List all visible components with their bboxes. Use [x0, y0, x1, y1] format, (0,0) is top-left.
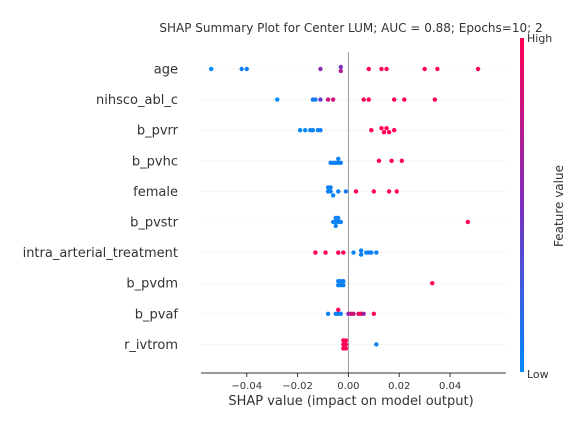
- shap-point: [244, 66, 249, 72]
- shap-point: [361, 311, 366, 316]
- shap-point: [391, 97, 397, 102]
- shap-point: [366, 66, 371, 72]
- shap-point: [318, 128, 323, 133]
- shap-point: [328, 189, 333, 194]
- shap-point: [338, 311, 343, 316]
- shap-point: [379, 126, 384, 131]
- shap-point: [338, 64, 343, 70]
- shap-point: [323, 250, 328, 255]
- shap-point: [351, 250, 356, 255]
- shap-point: [341, 279, 346, 284]
- x-tick-label: −0.04: [231, 381, 262, 392]
- shap-point: [330, 97, 336, 102]
- shap-point: [361, 97, 366, 102]
- shap-point: [353, 189, 359, 194]
- shap-point: [381, 130, 387, 135]
- feature-label: b_pvrr: [137, 124, 179, 139]
- shap-point: [338, 219, 343, 225]
- feature-label: b_pvstr: [130, 216, 179, 231]
- shap-point: [336, 156, 341, 161]
- shap-point: [379, 66, 384, 72]
- shap-point: [318, 97, 323, 102]
- shap-point: [374, 250, 379, 255]
- shap-point: [239, 66, 244, 72]
- x-tick-label: −0.02: [282, 381, 313, 392]
- shap-point: [310, 128, 316, 133]
- shap-point: [384, 66, 389, 72]
- colorbar-low-label: Low: [527, 368, 549, 381]
- shap-point: [208, 66, 214, 72]
- feature-label: age: [154, 63, 178, 78]
- shap-point: [325, 311, 331, 316]
- shap-point: [399, 158, 404, 163]
- shap-point: [336, 307, 341, 312]
- shap-point: [338, 68, 343, 74]
- shap-point: [318, 66, 323, 72]
- x-tick-label: 0.02: [388, 381, 410, 392]
- x-tick-label: 0.00: [337, 381, 359, 392]
- shap-point: [341, 283, 346, 288]
- feature-label: intra_arterial_treatment: [23, 246, 178, 261]
- shap-point: [384, 126, 389, 131]
- feature-label: nihsco_abl_c: [96, 93, 178, 108]
- colorbar-high-label: High: [527, 32, 552, 45]
- shap-point: [376, 158, 382, 163]
- shap-point: [358, 248, 364, 253]
- shap-point: [475, 66, 481, 72]
- shap-point: [369, 250, 374, 255]
- shap-point: [358, 252, 364, 257]
- shap-point: [330, 193, 336, 198]
- chart-title: SHAP Summary Plot for Center LUM; AUC = …: [159, 21, 542, 35]
- x-tick-label: 0.04: [439, 381, 461, 392]
- shap-point: [343, 338, 349, 343]
- shap-point: [432, 97, 438, 102]
- feature-label: b_pvaf: [135, 307, 179, 322]
- feature-label: female: [133, 185, 178, 200]
- shap-point: [465, 219, 471, 225]
- shap-point: [313, 97, 318, 102]
- shap-point: [366, 97, 371, 102]
- shap-point: [338, 160, 343, 165]
- shap-point: [343, 189, 349, 194]
- shap-point: [297, 128, 303, 133]
- shap-point: [422, 66, 427, 72]
- shap-point: [325, 97, 331, 102]
- colorbar-axis-label: Feature value: [552, 165, 566, 247]
- feature-label: b_pvhc: [132, 154, 178, 169]
- shap-point: [389, 158, 394, 163]
- shap-point: [430, 281, 435, 286]
- shap-point: [341, 250, 346, 255]
- feature-label: b_pvdm: [126, 277, 178, 292]
- shap-point: [333, 223, 338, 229]
- colorbar: High Low Feature value: [520, 32, 566, 381]
- shap-point: [402, 97, 407, 102]
- shap-point: [371, 189, 377, 194]
- x-axis: −0.04 −0.02 0.00 0.02 0.04: [201, 372, 506, 392]
- shap-point: [386, 130, 392, 135]
- x-axis-label: SHAP value (impact on model output): [228, 394, 473, 409]
- shap-point: [336, 189, 341, 194]
- colorbar-gradient: [520, 38, 524, 372]
- shap-point: [394, 189, 399, 194]
- shap-point: [435, 66, 440, 72]
- shap-point: [369, 128, 374, 133]
- shap-point: [303, 128, 308, 133]
- shap-point: [328, 185, 333, 190]
- shap-point: [386, 189, 392, 194]
- shap-point: [336, 250, 341, 255]
- feature-label: r_ivtrom: [124, 338, 178, 353]
- shap-point: [343, 346, 349, 351]
- shap-point: [371, 311, 377, 316]
- shap-point: [336, 215, 341, 221]
- shap-points: [208, 64, 481, 351]
- shap-point: [351, 311, 356, 316]
- shap-point: [374, 342, 379, 347]
- shap-point: [313, 250, 318, 255]
- shap-point: [275, 97, 280, 102]
- shap-point: [391, 128, 397, 133]
- feature-row-guides: [201, 68, 506, 345]
- shap-point: [343, 342, 349, 347]
